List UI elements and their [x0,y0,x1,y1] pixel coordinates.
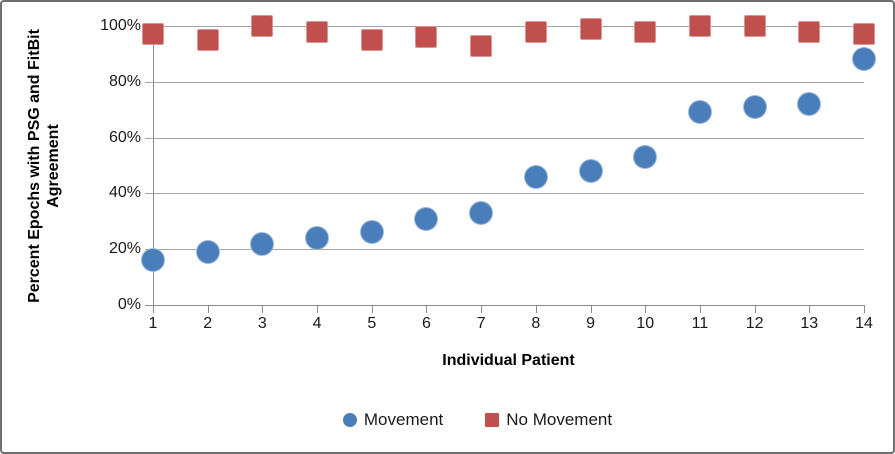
x-tick-label-3: 3 [257,315,267,332]
x-tick-label-5: 5 [367,315,377,332]
y-axis-line [153,26,154,313]
data-point-no-movement [634,20,657,43]
x-tick-mark [645,305,647,313]
gridline-100 [145,26,864,27]
data-point-no-movement [798,20,821,43]
movement-circle-icon [342,413,357,427]
data-point-movement [359,220,384,245]
data-point-movement [195,239,220,264]
legend-label-no-movement: No Movement [506,410,613,429]
data-point-movement [469,200,494,225]
x-tick-label-8: 8 [531,315,541,332]
y-axis-title-line2: Agreement [45,124,62,208]
x-tick-label-6: 6 [422,315,431,332]
y-axis-title-line1: Percent Epochs with PSG and FitBit [26,29,43,303]
x-tick-mark [590,305,592,313]
x-tick-mark [426,305,428,313]
data-point-no-movement [579,17,602,40]
legend-label-movement: Movement [363,410,444,429]
x-tick-mark [864,305,865,313]
data-point-no-movement [360,28,383,51]
legend-item-no-movement: No Movement [485,411,612,429]
data-point-no-movement [688,15,711,37]
x-tick-label-10: 10 [636,315,655,332]
data-point-no-movement [743,15,766,37]
data-point-no-movement [196,28,219,51]
y-tick-label-20pct: 20% [108,240,141,258]
x-tick-mark [535,305,537,313]
data-point-movement [578,159,603,184]
data-point-movement [687,100,712,125]
plot-area [141,15,876,313]
x-tick-label-14: 14 [855,315,873,332]
x-tick-label-13: 13 [800,315,819,332]
x-tick-mark [262,305,264,313]
x-tick-mark [371,305,373,313]
data-point-no-movement [306,20,329,43]
data-point-movement [414,206,439,231]
data-point-movement [250,231,275,256]
x-tick-label-12: 12 [745,315,764,332]
y-tick-label-40pct: 40% [108,184,141,202]
x-tick-label-9: 9 [586,315,595,332]
data-point-no-movement [853,23,875,46]
x-tick-mark [699,305,701,313]
y-tick-label-0pct: 0% [117,296,141,313]
data-point-movement [305,226,330,251]
data-point-no-movement [524,20,547,43]
x-tick-mark [207,305,209,313]
data-point-movement [797,92,822,117]
gridline-80 [145,81,864,83]
x-tick-label-4: 4 [312,315,322,332]
gridline-60 [145,137,864,139]
x-tick-label-1: 1 [148,315,158,332]
x-tick-mark [481,305,483,313]
x-tick-mark [809,305,811,313]
no-movement-square-icon [485,413,500,427]
x-tick-mark [153,305,154,313]
data-point-movement [633,145,658,170]
x-tick-label-11: 11 [691,315,709,332]
x-axis-line [145,305,864,306]
y-tick-label-60pct: 60% [108,128,141,146]
x-tick-label-2: 2 [203,315,213,332]
gridline-20 [145,249,864,251]
data-point-no-movement [470,34,493,57]
y-tick-label-80pct: 80% [108,72,141,90]
y-axis-title-text: Percent Epochs with PSG and FitBit Agree… [25,2,63,346]
data-point-movement [742,94,767,119]
x-tick-label-7: 7 [476,315,486,332]
data-point-movement [852,47,876,72]
legend: Movement No Movement [30,410,893,429]
x-axis-title: Individual Patient [442,352,575,369]
data-point-movement [141,248,165,273]
data-point-no-movement [142,23,164,46]
data-point-movement [523,164,548,189]
data-point-no-movement [251,15,274,37]
data-point-no-movement [415,26,438,49]
y-tick-label-100pct: 100% [100,17,141,34]
gridline-40 [145,193,864,195]
x-tick-mark [317,305,319,313]
x-tick-mark [754,305,756,313]
legend-item-movement: Movement [342,410,444,429]
